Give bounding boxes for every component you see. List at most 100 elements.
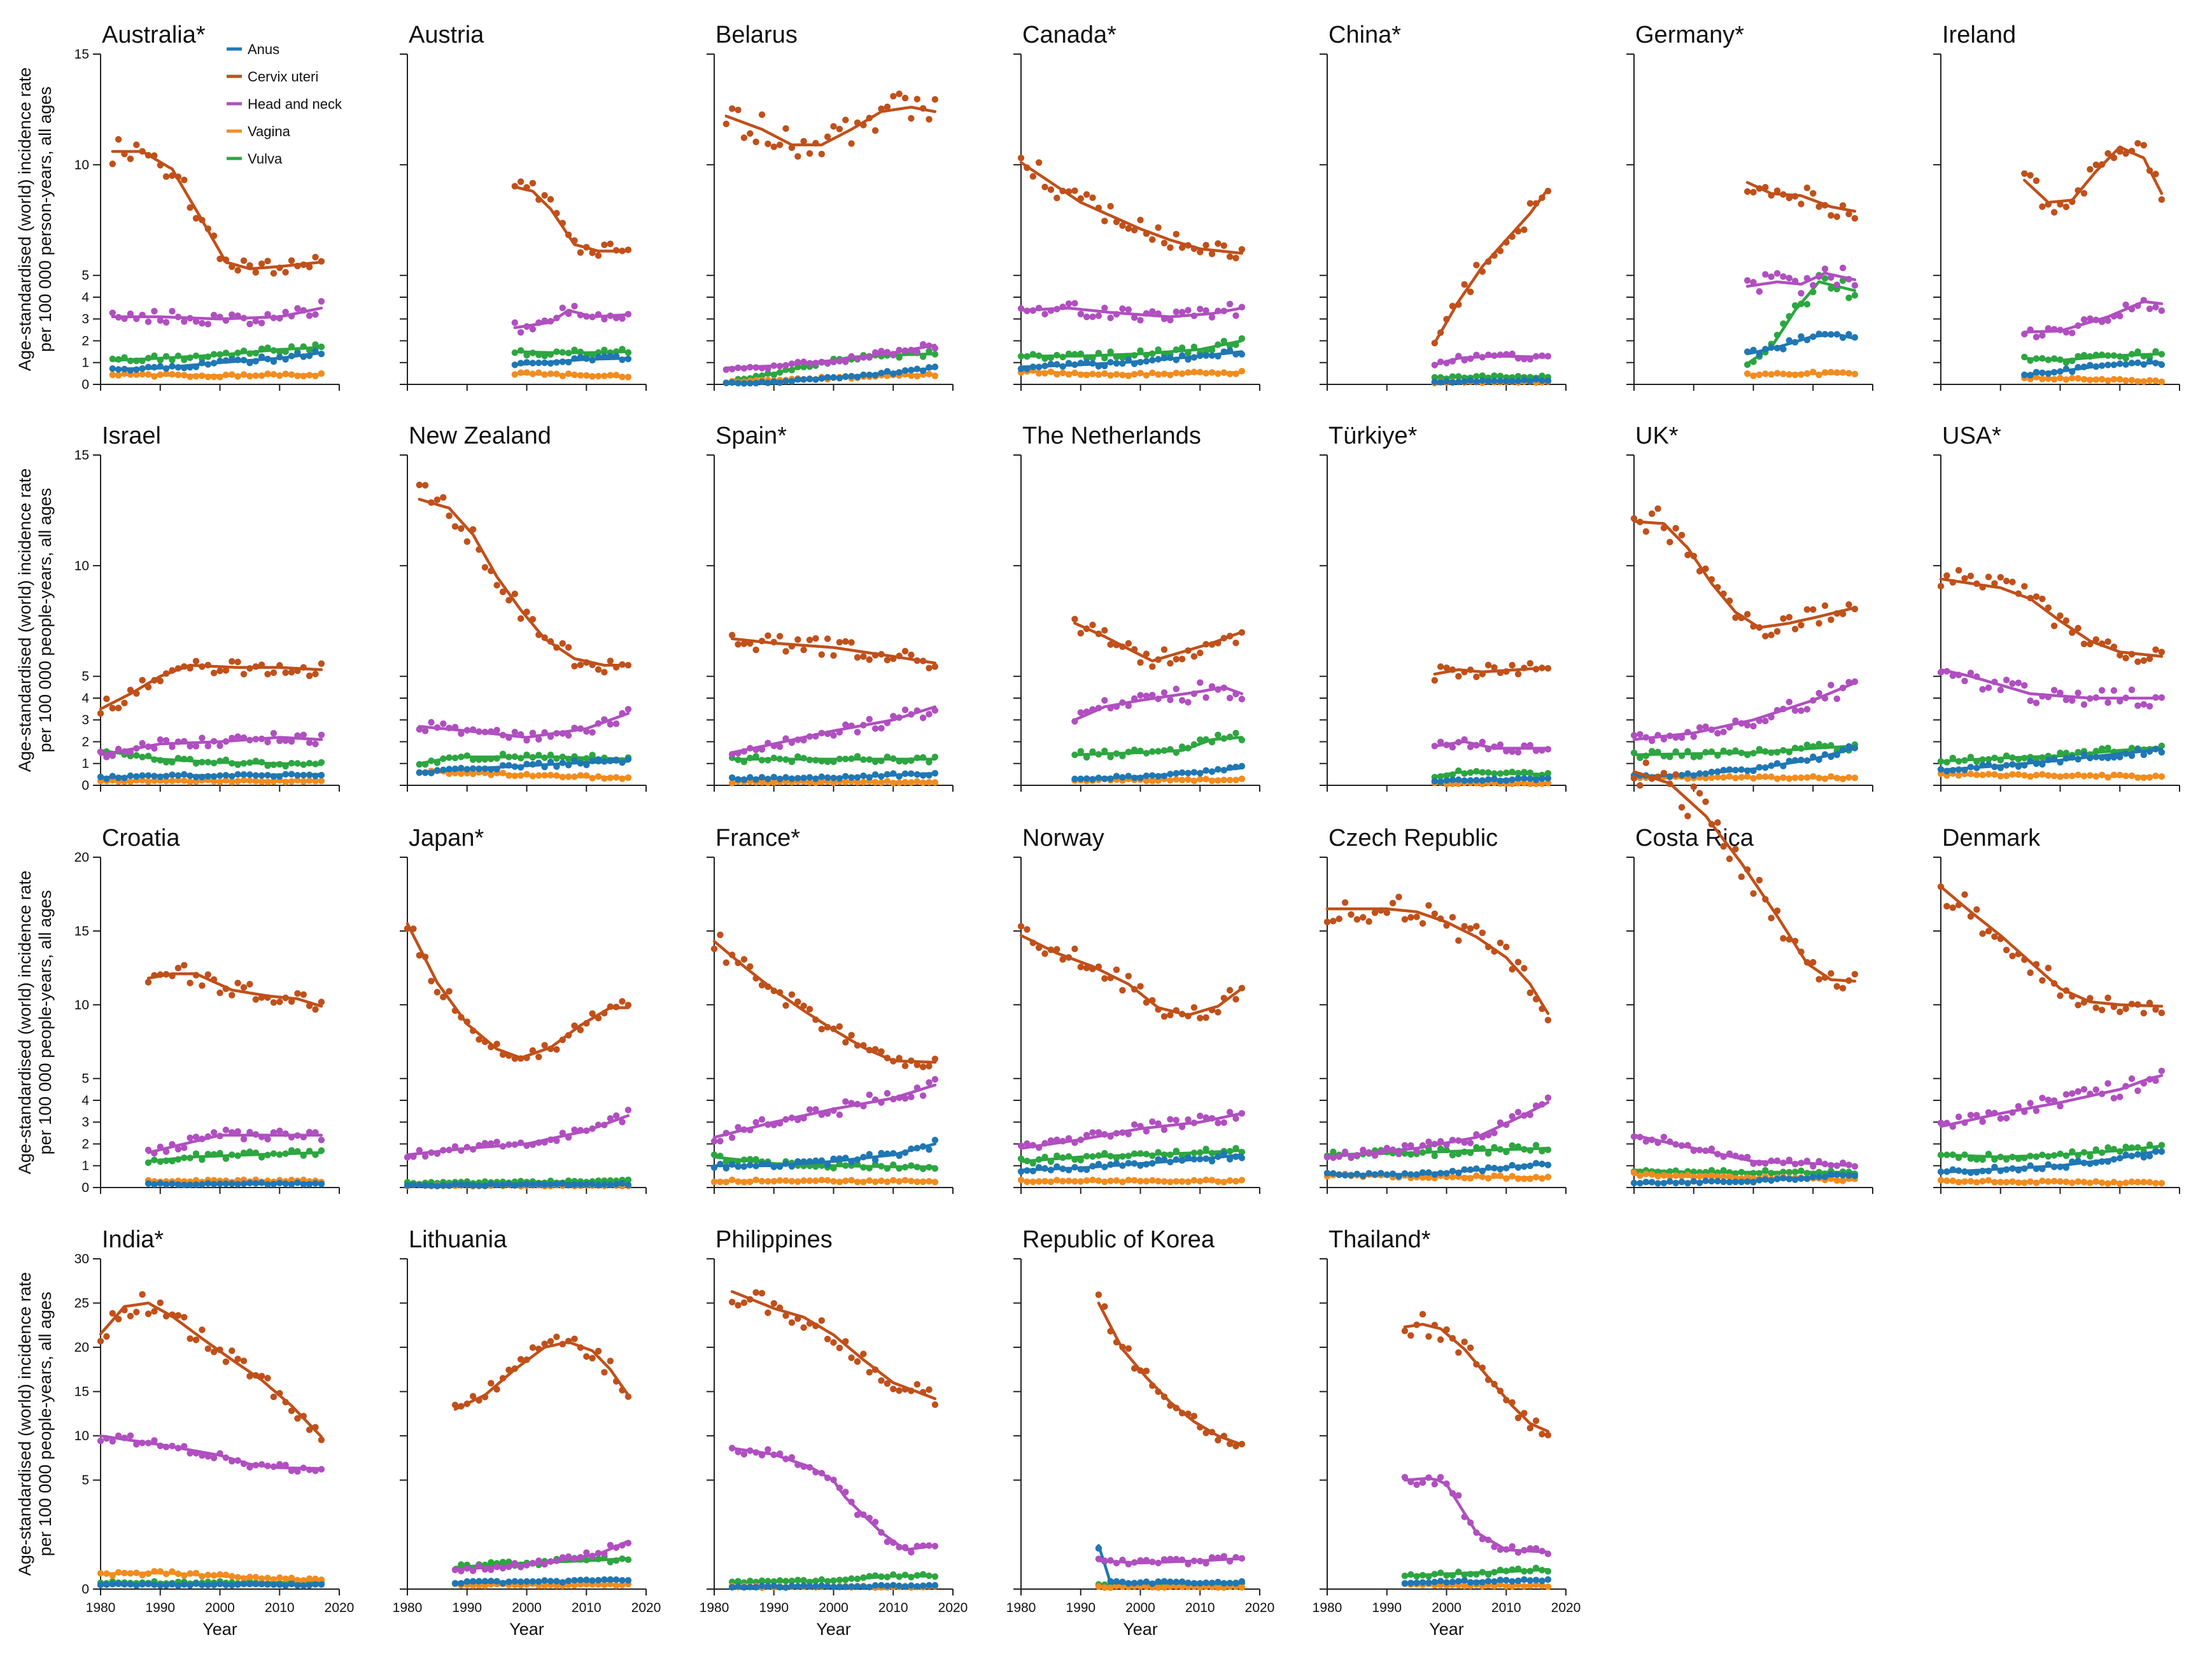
data-point xyxy=(878,1099,885,1106)
data-point xyxy=(246,771,253,778)
data-point xyxy=(824,1177,831,1184)
data-point xyxy=(788,144,796,151)
data-point xyxy=(1413,1573,1420,1580)
y-tick-label: 0 xyxy=(81,778,89,793)
data-point xyxy=(270,1576,278,1583)
data-point xyxy=(97,773,104,781)
data-point xyxy=(169,972,176,979)
data-point xyxy=(1798,290,1805,297)
data-point xyxy=(1762,1167,1769,1174)
data-point xyxy=(1047,360,1055,368)
data-point xyxy=(1637,1172,1644,1179)
data-point xyxy=(535,1557,542,1564)
panel-title: USA* xyxy=(1942,423,2001,449)
data-point xyxy=(1208,683,1216,690)
data-point xyxy=(1720,729,1727,736)
data-point xyxy=(1149,356,1156,364)
data-point xyxy=(1521,664,1528,671)
data-point xyxy=(1509,233,1516,240)
data-point xyxy=(1197,368,1204,375)
data-point xyxy=(1077,350,1085,358)
data-point xyxy=(2092,1146,2099,1153)
panel: UK* xyxy=(1626,423,1873,792)
data-point xyxy=(830,1339,837,1346)
data-point xyxy=(1991,933,1998,941)
data-point xyxy=(115,1315,122,1322)
data-point xyxy=(1684,551,1691,559)
data-point xyxy=(1726,749,1733,756)
data-point xyxy=(728,1134,736,1141)
data-point xyxy=(776,379,784,386)
data-point xyxy=(2087,1179,2094,1186)
data-point xyxy=(276,314,283,322)
data-point xyxy=(306,1426,313,1433)
data-point xyxy=(854,355,861,362)
data-point xyxy=(192,1336,200,1343)
data-point xyxy=(1833,752,1840,759)
data-point xyxy=(151,1567,158,1575)
data-point xyxy=(735,379,742,387)
data-point xyxy=(1437,1336,1444,1343)
data-point xyxy=(144,363,152,370)
data-point xyxy=(866,1573,873,1580)
data-point xyxy=(1961,1178,1968,1185)
data-point xyxy=(2080,999,2088,1006)
data-point xyxy=(1155,1149,1162,1156)
data-point xyxy=(234,1457,241,1464)
data-point xyxy=(1455,373,1462,380)
data-point xyxy=(1089,194,1096,201)
data-point xyxy=(240,314,248,321)
data-point xyxy=(800,1158,807,1165)
data-point xyxy=(735,750,742,757)
data-point xyxy=(1979,1167,1986,1175)
data-point xyxy=(1143,999,1150,1006)
data-point xyxy=(162,773,170,780)
data-point xyxy=(499,762,507,769)
data-point xyxy=(1467,1149,1474,1156)
data-point xyxy=(1220,1553,1228,1560)
data-point xyxy=(157,356,164,364)
data-point xyxy=(1131,1160,1138,1167)
data-point xyxy=(1226,1156,1234,1163)
data-point xyxy=(216,1132,223,1140)
data-point xyxy=(1514,1143,1522,1150)
data-point xyxy=(1035,1178,1043,1185)
data-point xyxy=(252,1372,259,1379)
data-point xyxy=(1431,1321,1438,1329)
data-point xyxy=(735,1578,742,1585)
data-point xyxy=(1461,736,1468,743)
series-anus xyxy=(1937,1148,2166,1177)
data-point xyxy=(908,1548,915,1556)
data-point xyxy=(1059,363,1066,370)
data-point xyxy=(1786,775,1793,782)
data-point xyxy=(1178,655,1186,662)
data-point xyxy=(890,780,897,787)
data-point xyxy=(547,1578,554,1585)
data-point xyxy=(1526,1111,1533,1119)
data-point xyxy=(896,652,903,659)
data-point xyxy=(1503,769,1510,776)
data-point xyxy=(1839,610,1847,617)
y-axis-title-line1: Age-standardised (world) incidence rate xyxy=(15,871,34,1174)
data-point xyxy=(1371,909,1379,916)
data-point xyxy=(571,237,578,244)
data-point xyxy=(1828,1161,1835,1169)
data-point xyxy=(139,365,146,372)
data-point xyxy=(306,777,313,784)
data-point xyxy=(794,1461,801,1468)
data-point xyxy=(440,993,447,1000)
data-point xyxy=(469,1567,477,1574)
data-point xyxy=(488,1043,495,1051)
data-point xyxy=(1155,773,1162,780)
data-point xyxy=(624,311,632,318)
data-point xyxy=(1708,768,1715,776)
data-point xyxy=(624,706,632,713)
data-point xyxy=(1220,337,1228,345)
data-point xyxy=(162,370,170,377)
data-point xyxy=(1491,743,1498,750)
data-point xyxy=(97,1338,104,1345)
data-point xyxy=(1714,819,1721,826)
data-point xyxy=(1190,1156,1198,1163)
x-axis-title: Year xyxy=(509,1620,544,1639)
data-point xyxy=(2009,1153,2016,1161)
